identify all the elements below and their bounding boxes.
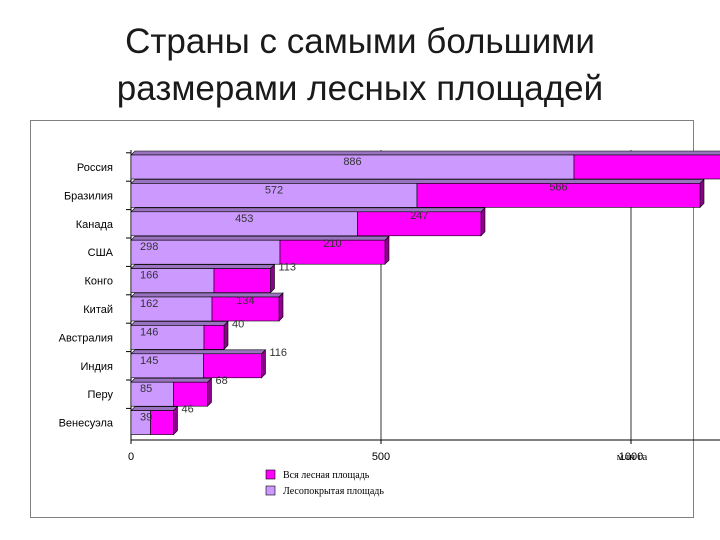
legend-label-1: Лесопокрытая площадь (283, 486, 384, 497)
bar-side-face (699, 178, 705, 209)
category-label-1: Бразилия (64, 190, 113, 202)
data-label-конго-total: 113 (279, 262, 297, 274)
bar-канада-total (357, 211, 482, 237)
category-label-2: Канада (76, 219, 114, 231)
bar-китай-forested (130, 296, 213, 322)
chart-frame (30, 120, 694, 518)
data-label-канада-total: 247 (410, 210, 428, 222)
bar-сша-forested (130, 239, 281, 265)
data-label-перу-total: 68 (216, 375, 228, 387)
category-label-0: Россия (77, 162, 113, 174)
slide-title: Страны с самыми большими размерами лесны… (0, 18, 720, 112)
category-label-4: Конго (85, 276, 114, 288)
bar-top-face (130, 377, 213, 383)
bar-россия-forested (130, 154, 575, 180)
bar-конго-total (213, 268, 271, 293)
bar-top-face (130, 179, 705, 184)
bar-top-face (130, 207, 486, 213)
data-label-конго-forested: 166 (140, 270, 158, 282)
category-label-7: Индия (80, 361, 113, 373)
category-label-8: Перу (87, 389, 113, 401)
bar-side-face (261, 349, 266, 379)
bar-side-face (207, 377, 212, 407)
data-label-сша-forested: 298 (140, 241, 158, 253)
data-label-россия-forested: 886 (343, 156, 361, 168)
data-label-австралия-forested: 146 (140, 326, 158, 338)
legend-swatch-0 (265, 469, 276, 480)
data-label-австралия-total: 40 (232, 318, 244, 330)
bar-венесуэла-total (150, 410, 174, 435)
data-label-бразилия-forested: 572 (265, 184, 283, 196)
x-tick-label-500: 500 (372, 451, 390, 463)
bar-top-face (130, 321, 229, 326)
data-label-канада-forested: 453 (235, 213, 253, 225)
bar-top-face (130, 349, 267, 355)
bar-side-face (270, 263, 275, 294)
x-unit-label: млн га (617, 451, 648, 463)
title-line-2: размерами лесных площадей (116, 69, 604, 108)
bar-top-face (130, 264, 276, 269)
bar-индия-total (203, 353, 262, 379)
bar-top-face (130, 150, 720, 156)
data-label-индия-total: 116 (270, 347, 288, 359)
x-tick-label-1000: 1000 (619, 451, 643, 463)
category-label-6: Австралия (59, 332, 113, 344)
bar-австралия-total (203, 325, 225, 350)
bar-бразилия-total (416, 183, 701, 208)
legend-swatch-1 (265, 485, 276, 496)
bar-side-face (223, 320, 229, 351)
x-tick-label-0: 0 (128, 451, 134, 463)
data-label-венесуэла-forested: 39 (140, 412, 152, 424)
data-label-бразилия-total: 566 (549, 181, 567, 193)
bar-side-face (173, 405, 178, 436)
bar-россия-total (573, 154, 720, 180)
bar-канада-forested (130, 211, 358, 237)
data-label-индия-forested: 145 (140, 355, 158, 367)
bar-top-face (130, 235, 390, 241)
data-label-китай-total: 134 (236, 295, 254, 307)
bar-top-face (130, 406, 179, 411)
bar-конго-forested (130, 268, 215, 293)
legend-label-0: Вся лесная площадь (283, 470, 370, 481)
bar-top-face (130, 292, 284, 298)
bar-side-face (480, 207, 486, 237)
bar-side-face (384, 235, 390, 265)
bar-перу-forested (130, 381, 174, 407)
category-label-5: Китай (83, 304, 113, 316)
title-line-1: Страны с самыми большими (125, 22, 595, 61)
data-label-перу-forested: 85 (140, 383, 152, 395)
bar-side-face (278, 292, 284, 322)
bar-китай-total (211, 296, 280, 322)
bar-перу-total (173, 381, 208, 407)
category-label-3: США (88, 247, 114, 259)
data-label-китай-forested: 162 (140, 298, 158, 310)
data-label-венесуэла-total: 46 (182, 404, 194, 416)
data-label-сша-total: 210 (323, 238, 341, 250)
bar-сша-total (279, 239, 386, 265)
category-label-9: Венесуэла (59, 418, 114, 430)
